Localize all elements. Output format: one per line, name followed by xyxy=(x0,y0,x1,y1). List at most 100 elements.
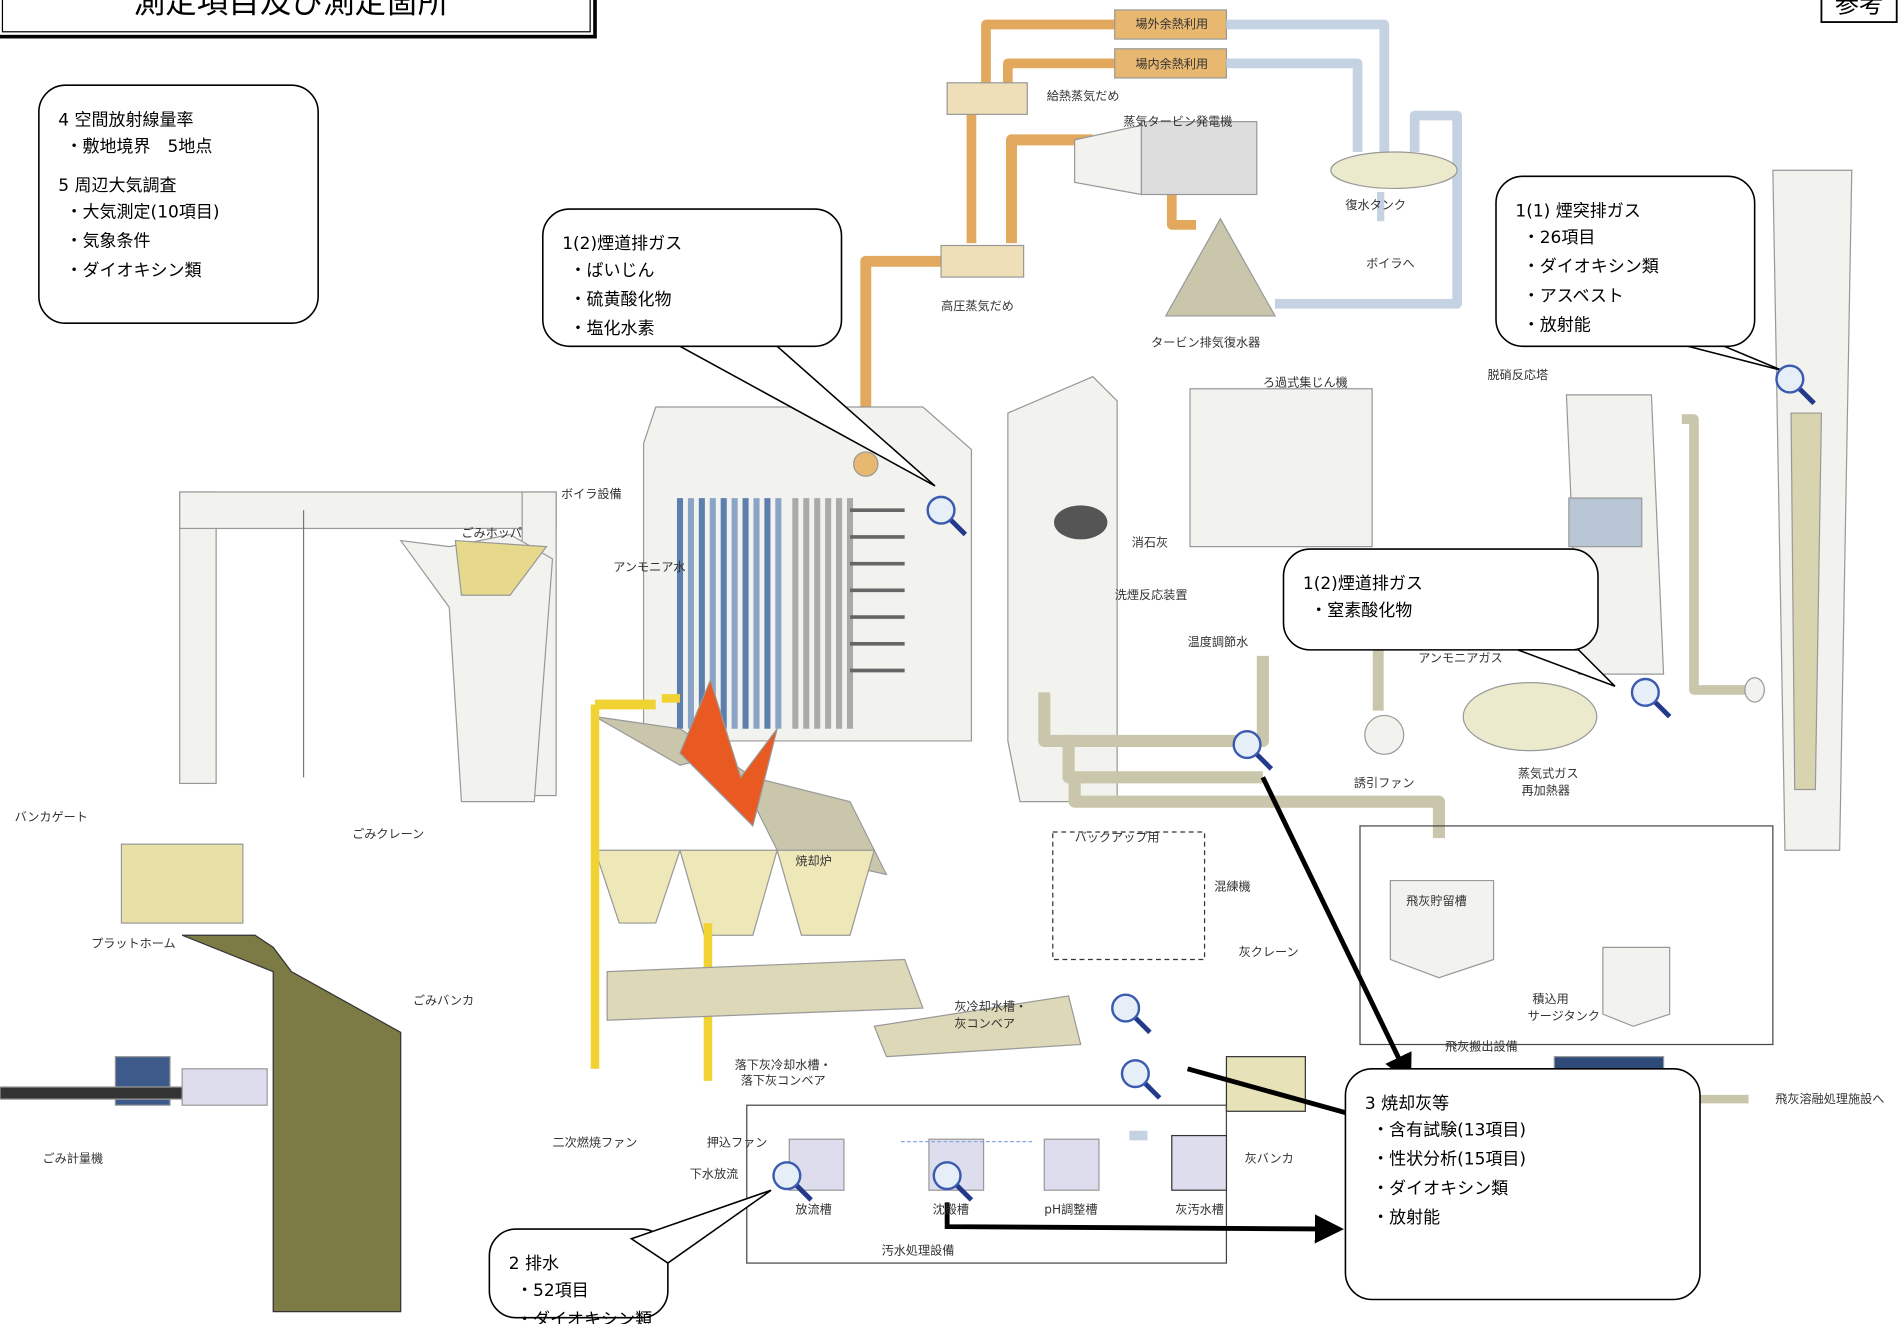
component-label: 洗煙反応装置 xyxy=(1115,588,1188,602)
reference: 参考 xyxy=(1835,0,1884,18)
ash-hopper xyxy=(680,850,777,935)
callout-item: ・26項目 xyxy=(1523,228,1596,248)
component-label: 蒸気タービン発電機 xyxy=(1123,113,1232,128)
callout-item: ・気象条件 xyxy=(66,232,151,252)
callout-item: ・ダイオキシン類 xyxy=(1372,1179,1508,1199)
component-label: 下水放流 xyxy=(690,1166,739,1181)
magnifier xyxy=(774,1162,801,1189)
catalyst xyxy=(1569,498,1642,547)
magnifier xyxy=(934,1162,961,1189)
callout-item: ・放射能 xyxy=(1523,316,1591,336)
measurement-arrow xyxy=(1263,777,1409,1078)
reheater xyxy=(1463,683,1597,751)
callout-box xyxy=(1284,549,1599,650)
measurement-arrow xyxy=(947,1202,1338,1229)
magnifier-handle xyxy=(1655,702,1670,717)
truck xyxy=(182,1069,267,1105)
component-label: 灰クレーン xyxy=(1239,945,1299,959)
bag-filter xyxy=(1190,389,1372,547)
heat-steam-header xyxy=(947,83,1027,115)
ash-conveyor xyxy=(607,960,923,1021)
callout-item: ・塩化水素 xyxy=(570,319,655,339)
component-label: 復水タンク xyxy=(1345,197,1406,212)
component-label: 給熱蒸気だめ xyxy=(1047,88,1120,103)
tank xyxy=(1172,1136,1227,1191)
condensate-tank xyxy=(1331,152,1457,188)
callout-title: 4 空間放射線量率 xyxy=(58,110,193,130)
component-label: 脱硝反応塔 xyxy=(1488,367,1549,382)
callout-item: ・ばいじん xyxy=(570,261,655,281)
component-label: pH調整槽 xyxy=(1044,1201,1097,1216)
steam-header xyxy=(941,246,1024,278)
callout-pointer xyxy=(1688,346,1783,370)
id-fan xyxy=(1365,715,1404,754)
component-label: ごみクレーン xyxy=(352,826,424,841)
callout-title: 1(1) 煙突排ガス xyxy=(1515,201,1640,221)
component-label: 消石灰 xyxy=(1132,536,1168,550)
callout-item: ・アスベスト xyxy=(1523,286,1624,306)
damper xyxy=(1745,678,1764,702)
magnifier xyxy=(1112,995,1139,1022)
component-label: 落下灰冷却水槽・ xyxy=(735,1058,832,1072)
magnifier-handle xyxy=(1135,1018,1150,1033)
component-label: 汚水処理設備 xyxy=(882,1243,955,1258)
callout-item: ・窒素酸化物 xyxy=(1310,601,1412,621)
condenser xyxy=(1166,219,1275,316)
component-label: 蒸気式ガス xyxy=(1518,765,1579,780)
callout-item: ・性状分析(15項目) xyxy=(1372,1150,1526,1170)
component-label: 高圧蒸気だめ xyxy=(941,298,1014,313)
component-label: 再加熱器 xyxy=(1522,783,1571,797)
callout-title: 1(2)煙道排ガス xyxy=(1303,574,1423,594)
magnifier-handle xyxy=(1257,754,1272,769)
component-label: 温度調節水 xyxy=(1188,634,1249,649)
tank xyxy=(1044,1139,1099,1190)
callout-item: ・硫黄酸化物 xyxy=(570,290,672,310)
component-label: 灰汚水槽 xyxy=(1175,1202,1224,1216)
magnifier xyxy=(1777,366,1804,393)
component-label: 灰バンカ xyxy=(1245,1151,1294,1165)
callout-item: ・ダイオキシン類 xyxy=(66,261,202,281)
component-label: 積込用 xyxy=(1532,991,1568,1006)
callout-item: ・ダイオキシン類 xyxy=(1523,257,1659,277)
component-label: 場外余熱利用 xyxy=(1135,16,1208,31)
diagram: 場外余熱利用場内余熱利用給熱蒸気だめ蒸気タービン発電機復水タンクボイラへ高圧蒸気… xyxy=(0,0,1904,1324)
magnifier xyxy=(1122,1060,1149,1087)
magnifier xyxy=(1632,679,1659,706)
callout-title: 3 焼却灰等 xyxy=(1365,1094,1449,1114)
duct xyxy=(1682,419,1749,690)
component-label: 飛灰溶融処理施設へ xyxy=(1775,1091,1884,1106)
callout-pointer xyxy=(631,1190,771,1263)
pipe xyxy=(1172,195,1196,225)
callout-title: 5 周辺大気調査 xyxy=(58,176,176,196)
component-label: 二次燃焼ファン xyxy=(553,1135,638,1150)
component-label: アンモニア水 xyxy=(613,560,685,574)
component-label: バンカゲート xyxy=(15,810,88,824)
callout-item: ・52項目 xyxy=(516,1281,589,1301)
component-label: アンモニアガス xyxy=(1418,651,1502,665)
component-label: ボイラ設備 xyxy=(561,486,622,501)
title: 測定項目及び測定箇所 xyxy=(134,0,450,20)
component-label: 飛灰貯留槽 xyxy=(1406,894,1467,908)
component-label: サージタンク xyxy=(1528,1009,1600,1023)
refuse-bunker xyxy=(182,935,401,1311)
component-label: ごみバンカ xyxy=(413,992,474,1007)
scale xyxy=(0,1087,182,1099)
component-label: 落下灰コンベア xyxy=(741,1074,826,1088)
component-label: 灰コンベア xyxy=(954,1017,1015,1031)
component-label: ごみ計量機 xyxy=(43,1150,104,1165)
component-label: バックアップ用 xyxy=(1075,831,1160,845)
component-label: ごみホッパ xyxy=(461,525,522,540)
pipe xyxy=(1008,63,1115,82)
boiler-drum xyxy=(854,452,878,476)
lime-injector xyxy=(1054,505,1107,539)
component-label: 誘引ファン xyxy=(1354,775,1415,790)
callout-item: ・ダイオキシン類 xyxy=(516,1310,652,1324)
magnifier xyxy=(928,497,955,524)
component-label: ボイラへ xyxy=(1366,256,1415,270)
callout-item: ・放射能 xyxy=(1372,1208,1440,1228)
bunker-gate xyxy=(121,844,242,923)
component-label: 灰冷却水槽・ xyxy=(954,1000,1027,1014)
callout-item: ・大気測定(10項目) xyxy=(66,203,220,223)
component-label: ろ過式集じん機 xyxy=(1263,374,1348,389)
component-label: プラットホーム xyxy=(91,936,176,950)
